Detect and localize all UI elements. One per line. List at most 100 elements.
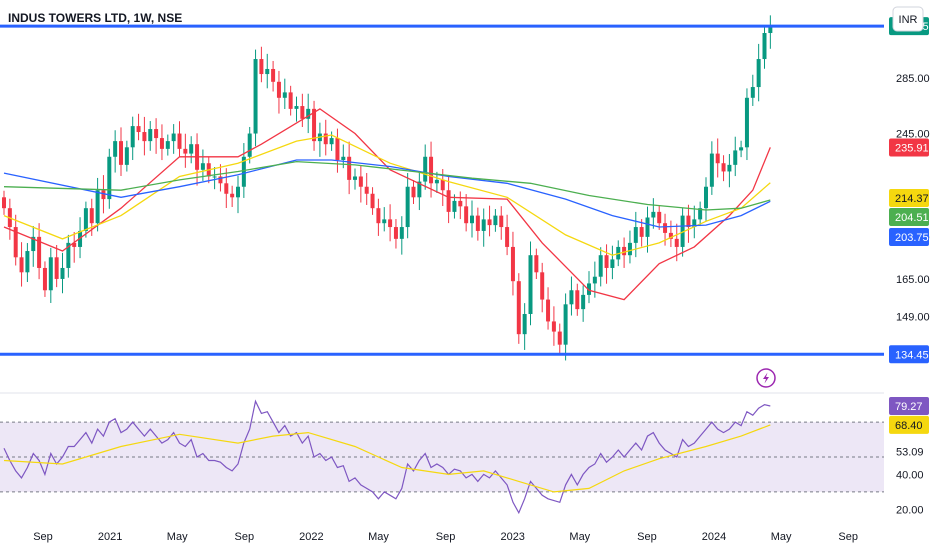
time-tick-label: Sep <box>235 531 255 543</box>
candle-body <box>48 257 53 291</box>
candle-body <box>212 176 217 178</box>
time-tick-label: Sep <box>33 531 53 543</box>
candle-body <box>294 106 299 109</box>
candle-body <box>183 148 188 154</box>
candle-body <box>698 208 703 220</box>
candle <box>715 138 720 178</box>
candle-body <box>750 87 755 98</box>
candle <box>388 204 393 242</box>
candle <box>335 128 340 173</box>
rsi-ma-line <box>3 424 771 493</box>
candle-body <box>429 156 434 184</box>
candle-body <box>563 304 568 345</box>
candle-body <box>581 294 586 310</box>
candle-body <box>171 133 176 142</box>
candle-body <box>709 153 714 187</box>
candle <box>323 119 328 156</box>
candle <box>750 74 755 106</box>
lightning-icon[interactable] <box>756 368 776 388</box>
candle <box>510 231 515 296</box>
candle-body <box>382 219 387 224</box>
candle <box>282 78 287 109</box>
candle <box>709 141 714 195</box>
candle <box>212 167 217 190</box>
time-tick-label: May <box>368 531 389 543</box>
candle-body <box>259 59 264 75</box>
candle-body <box>142 132 147 142</box>
candle-body <box>165 141 170 149</box>
candle-body <box>224 183 229 194</box>
candle-body <box>768 26 773 34</box>
rsi-ma-badge-box <box>889 415 929 434</box>
rsi-badge-text: 79.27 <box>895 401 923 413</box>
currency-button[interactable]: INR <box>892 6 924 32</box>
candle <box>452 194 457 219</box>
lightning-icon-bolt[interactable] <box>763 372 769 384</box>
candle-body <box>300 106 305 119</box>
candle-body <box>31 236 36 252</box>
candle-body <box>288 92 293 109</box>
price-badge-text: 204.51 <box>895 212 929 224</box>
candle-body <box>464 206 469 224</box>
candle <box>587 271 591 304</box>
time-axis[interactable]: Sep 2021 May Sep 2022 May Sep 2023 May Sep 2024 May… <box>33 531 858 543</box>
time-tick-label: May <box>167 531 188 543</box>
candle-body <box>762 33 767 60</box>
candle <box>505 214 510 256</box>
candle-body <box>657 211 662 224</box>
candle <box>276 70 281 114</box>
candle <box>569 276 574 316</box>
price-badge: 134.45 <box>889 345 929 364</box>
ema-line-blue <box>3 159 771 228</box>
candle-body <box>744 97 749 148</box>
candle <box>253 49 258 147</box>
currency-button-box[interactable] <box>892 6 924 32</box>
candle-body <box>335 138 340 160</box>
candle-body <box>733 150 738 165</box>
candle <box>294 96 299 122</box>
price-badge-text: 203.75 <box>895 232 929 244</box>
candle <box>154 118 159 154</box>
candle-body <box>686 215 691 228</box>
candle <box>610 245 615 280</box>
candle-body <box>241 156 246 187</box>
candle <box>347 141 352 195</box>
candle <box>744 88 749 161</box>
candle <box>159 124 164 161</box>
candle <box>668 220 673 248</box>
candle <box>382 207 387 232</box>
candle <box>200 149 205 181</box>
candle <box>66 234 71 278</box>
candle <box>411 180 416 204</box>
candle-body <box>353 176 357 180</box>
candle <box>370 187 375 215</box>
candle <box>83 201 88 238</box>
candle <box>528 241 533 326</box>
candle-body <box>358 176 363 187</box>
candle <box>727 153 732 188</box>
rsi-badge-box <box>889 396 929 415</box>
candle <box>721 155 726 182</box>
candle <box>171 124 176 154</box>
candle <box>177 121 182 158</box>
candle <box>762 25 767 69</box>
candle-body <box>124 147 129 165</box>
price-badge: 203.75 <box>889 228 929 246</box>
candle <box>31 225 36 267</box>
candle <box>551 306 556 346</box>
candle-body <box>692 219 697 228</box>
price-badge: 235.91 <box>889 138 929 157</box>
candle <box>353 168 357 190</box>
candle <box>54 245 59 288</box>
candle <box>165 134 170 156</box>
candle <box>481 208 486 247</box>
candle-body <box>19 257 24 273</box>
candle <box>434 171 439 193</box>
candle <box>259 46 264 83</box>
candle-body <box>481 219 486 231</box>
candle <box>72 231 77 263</box>
time-tick-label: 2021 <box>98 531 122 543</box>
candle-body <box>136 126 141 133</box>
time-tick-label: May <box>771 531 792 543</box>
